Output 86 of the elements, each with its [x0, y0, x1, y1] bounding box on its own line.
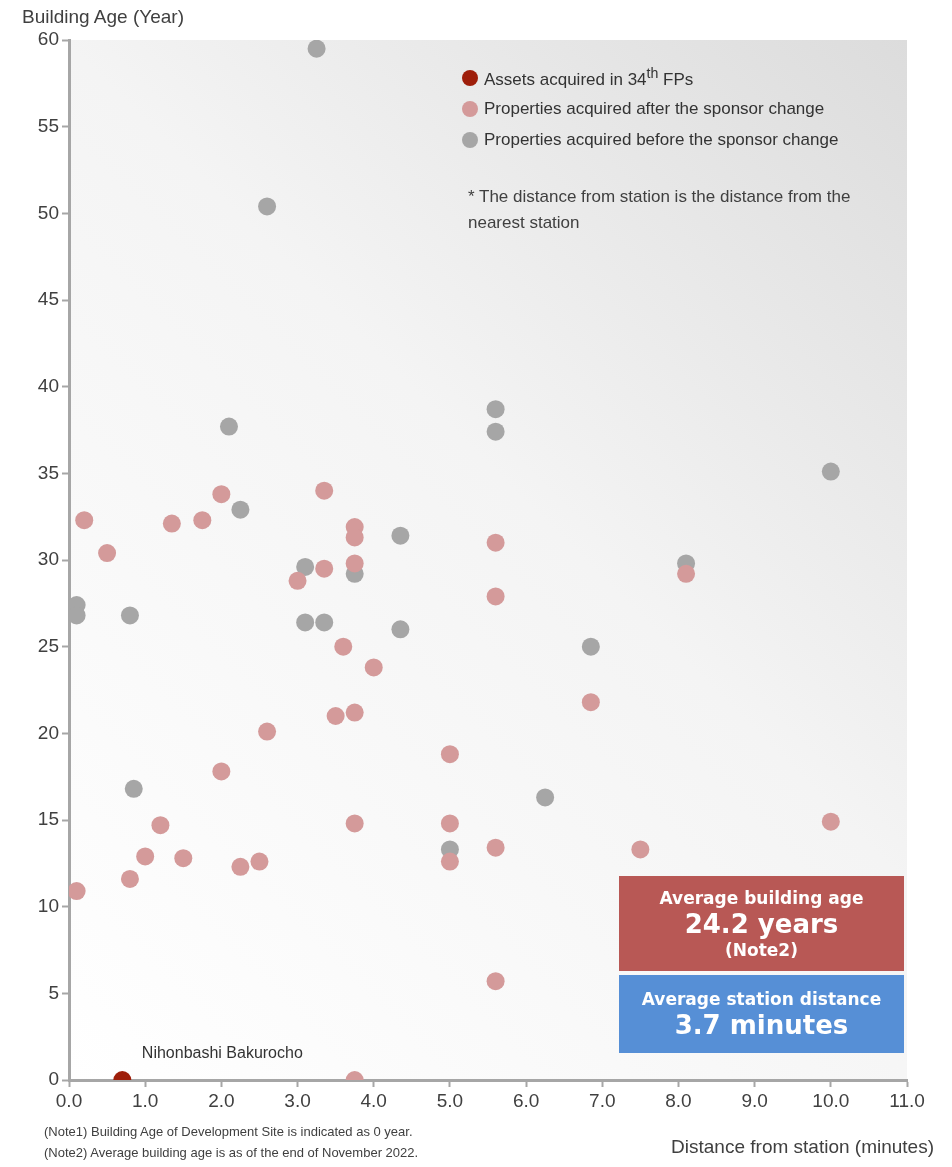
point	[631, 840, 650, 859]
legend-label: Properties acquired before the sponsor change	[484, 129, 839, 150]
text: (Note1) Building Age of Development Site is indicated as 0 year.	[44, 1124, 413, 1139]
x-axis-title: Distance from station (minutes)	[671, 1136, 934, 1158]
point	[296, 613, 315, 632]
point	[124, 779, 143, 798]
point	[345, 554, 364, 573]
y-tick-label: 15	[37, 808, 59, 830]
x-tick-label: 5.0	[436, 1089, 464, 1111]
annotation: * The distance from station is the distance from the nearest station	[468, 186, 851, 234]
x-tick-label: 9.0	[741, 1089, 768, 1111]
y-tick-label: 0	[48, 1068, 59, 1090]
point	[296, 557, 315, 576]
y-tick-label: 35	[37, 461, 59, 483]
point	[391, 526, 410, 545]
y-tick-label: 60	[37, 28, 59, 50]
point	[364, 658, 383, 677]
x-tick-label: 0.0	[55, 1089, 83, 1111]
x-tick-label: 10.0	[812, 1089, 850, 1111]
x-tick-label: 3.0	[284, 1089, 311, 1111]
point	[258, 722, 277, 741]
point	[258, 197, 277, 216]
point	[821, 812, 840, 831]
point	[440, 745, 459, 764]
point	[821, 462, 840, 481]
point	[69, 882, 86, 901]
y-tick-label: 5	[48, 981, 59, 1003]
x-tick-label: 6.0	[512, 1089, 540, 1111]
y-tick-label: 10	[37, 894, 59, 916]
point	[345, 814, 364, 833]
point	[677, 564, 696, 583]
point	[486, 533, 505, 552]
y-tick-label: 50	[37, 201, 59, 223]
point	[288, 571, 307, 590]
point	[326, 707, 345, 725]
y-tick-label: 40	[37, 374, 59, 396]
point	[315, 481, 334, 500]
point	[334, 637, 353, 656]
point	[486, 838, 505, 857]
point	[315, 613, 334, 632]
point	[345, 703, 364, 722]
y-tick-label: 30	[37, 548, 59, 570]
annotation: Nihonbashi Bakurocho	[141, 1044, 303, 1062]
y-tick-label: 20	[37, 721, 59, 743]
y-tick-label: 25	[37, 634, 59, 656]
point	[151, 816, 170, 835]
x-tick-label: 7.0	[589, 1089, 616, 1111]
point	[174, 849, 193, 868]
x-tick-label: 11.0	[889, 1089, 925, 1111]
point	[391, 620, 410, 639]
point	[219, 417, 238, 436]
text: (Note2) Average building age is as of the end of November 2022.	[44, 1145, 419, 1160]
x-tick-label: 8.0	[665, 1089, 692, 1111]
x-tick-label: 4.0	[360, 1089, 387, 1111]
legend-label: Assets acquired in 34$^{th}$ FPs	[484, 65, 694, 90]
point	[250, 852, 269, 871]
x-tick-label: 2.0	[208, 1089, 235, 1111]
point	[486, 422, 505, 441]
point	[120, 606, 139, 625]
y-tick-label: 55	[37, 114, 59, 136]
point	[440, 814, 459, 833]
y-tick-label: 45	[37, 288, 59, 310]
annotation: Average building age 24.2 years (Note2)	[658, 886, 865, 961]
point	[581, 637, 600, 656]
legend-label: Properties acquired after the sponsor change	[484, 98, 825, 119]
point	[98, 544, 117, 563]
point	[231, 857, 250, 876]
point	[212, 762, 231, 781]
x-tick-label: 1.0	[131, 1089, 159, 1111]
point	[212, 485, 231, 504]
point	[193, 511, 212, 530]
point	[120, 869, 139, 888]
point	[486, 587, 505, 606]
point	[231, 500, 250, 519]
point	[307, 40, 326, 58]
point	[162, 514, 181, 533]
annotation: Average station distance 3.7 minutes	[640, 988, 883, 1040]
point	[536, 788, 555, 807]
point	[486, 972, 505, 991]
point	[75, 511, 94, 530]
y-axis-title: Building Age (Year)	[22, 6, 184, 28]
point	[440, 852, 459, 871]
point	[581, 693, 600, 712]
point	[315, 559, 334, 578]
point	[136, 847, 155, 866]
point	[486, 400, 505, 419]
